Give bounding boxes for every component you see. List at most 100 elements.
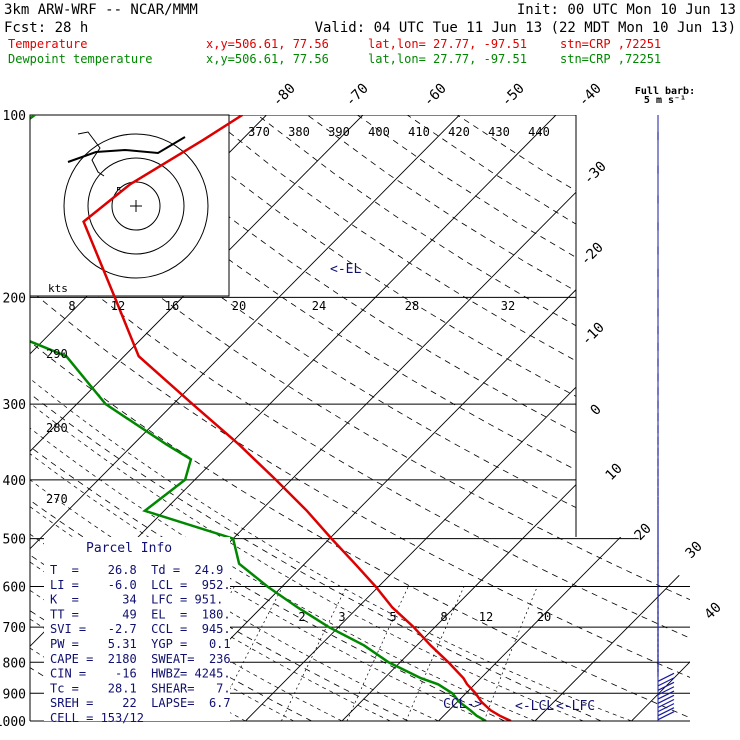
hodo-ring: [63, 133, 209, 279]
wind-barb: [657, 698, 675, 709]
dry-adiabat: [30, 115, 690, 721]
hodo-speed-label: 8: [68, 299, 75, 313]
wind-barbs: [657, 115, 675, 721]
moist-adiabat: [30, 297, 487, 721]
dewpoint-line: [30, 115, 487, 721]
valid-time: Valid: 04 UTC Tue 11 Jun 13 (22 MDT Mon …: [315, 20, 736, 36]
pressure-tick-label: 300: [3, 398, 26, 413]
barb-legend-line1: Full barb:: [635, 86, 695, 97]
isotherm-line: [728, 115, 740, 721]
isotherm-label: -70: [343, 81, 372, 110]
pressure-tick-label: 700: [3, 621, 26, 636]
isotherm-line: [534, 115, 690, 721]
wind-barb: [657, 677, 675, 687]
theta-label: 380: [288, 125, 310, 139]
isotherm-line: [30, 115, 364, 721]
mixing-ratio-label: 3: [338, 610, 345, 624]
hodo-trace: [67, 136, 186, 163]
theta-label: 420: [448, 125, 470, 139]
dry-adiabat: [30, 115, 690, 721]
parcel-info-row: PW = 5.31 YGP = 0.1: [50, 637, 231, 651]
init-time: Init: 00 UTC Mon 10 Jun 13: [517, 2, 736, 18]
moist-adiabat: [30, 297, 536, 721]
el-label: <-EL: [330, 262, 361, 277]
temp-legend-latlon: lat,lon= 27.77, -97.51: [368, 37, 527, 51]
temp-legend-xy: x,y=506.61, 77.56: [206, 37, 329, 51]
moist-adiabat: [30, 297, 584, 721]
pressure-tick-label: 600: [3, 581, 26, 596]
dry-adiabat: [257, 115, 690, 721]
parcel-info-row: K = 34 LFC = 951.: [50, 593, 223, 607]
mixing-ratio-label: 5: [389, 610, 396, 624]
hodo-units-label: kts: [48, 282, 68, 295]
isotherm-label: -20: [578, 240, 607, 269]
moist-adiabat: [30, 297, 632, 721]
wind-barb: [657, 707, 675, 717]
parcel-info-title: Parcel Info: [86, 541, 172, 556]
isotherm-label: -80: [270, 81, 299, 110]
theta-label: 440: [528, 125, 550, 139]
lcl-label: <-LCL: [515, 699, 554, 714]
parcel-info-row: CAPE = 2180 SWEAT= 236: [50, 652, 231, 666]
theta-e-label: 270: [46, 492, 68, 506]
theta-label: 430: [488, 125, 510, 139]
hodo-speed-label: 12: [111, 299, 125, 313]
parcel-panel-bg: [44, 537, 230, 721]
mixing-ratio-label: 8: [440, 610, 447, 624]
dew-legend-latlon: lat,lon= 27.77, -97.51: [368, 52, 527, 66]
parcel-info-row: CIN = -16 HWBZ= 4245.: [50, 667, 231, 681]
wind-barb: [657, 686, 675, 696]
hodo-trace-low: [77, 131, 105, 177]
parcel-info-row: LI = -6.0 LCL = 952.: [50, 578, 231, 592]
parcel-info-row: Tc = 28.1 SHEAR= 7.: [50, 681, 231, 695]
isotherm-label: -40: [576, 81, 605, 110]
sounding-profiles: [30, 115, 512, 721]
dry-adiabat: [30, 115, 602, 721]
isotherm-label: 0: [588, 402, 605, 419]
hodo-ring-label: 5: [116, 186, 122, 197]
wind-barb: [657, 681, 675, 691]
parcel-info-panel: Parcel Info T = 26.8 Td = 24.9LI = -6.0 …: [44, 537, 231, 725]
ccl-label: CCL->: [443, 697, 482, 712]
dry-adiabat: [407, 115, 690, 721]
isotherm-label: 10: [603, 461, 626, 484]
pressure-tick-label: 100: [3, 109, 26, 124]
pressure-tick-label: 1000: [0, 715, 26, 730]
mixing-ratio-line: [405, 586, 465, 721]
wind-barb: [657, 703, 675, 713]
temperature-line: [82, 115, 512, 721]
theta-label: 390: [328, 125, 350, 139]
pressure-tick-label: 800: [3, 656, 26, 671]
pressure-tick-label: 900: [3, 687, 26, 702]
dry-adiabat: [30, 115, 312, 721]
mixing-ratio-line: [281, 586, 347, 721]
barb-legend-line2: 5 m s⁻¹: [644, 95, 686, 106]
isotherm-label: -30: [581, 159, 610, 188]
dew-legend-label: Dewpoint temperature: [8, 52, 153, 66]
isotherm-label: -60: [421, 81, 450, 110]
isotherm-line: [148, 115, 690, 721]
isotherm-label: -50: [499, 81, 528, 110]
wind-barb: [657, 694, 675, 704]
theta-label: 410: [408, 125, 430, 139]
lfc-label: <-LFC: [556, 699, 595, 714]
isotherm-label: 30: [683, 539, 706, 562]
hodo-speed-label: 24: [312, 299, 326, 313]
isotherm-line: [30, 115, 460, 721]
isotherm-line: [438, 115, 690, 721]
wind-barb: [657, 672, 675, 682]
isotherm-line: [245, 115, 690, 721]
parcel-info-row: CELL = 153/12: [50, 711, 144, 725]
dry-adiabat: [30, 115, 690, 721]
hodo-speed-label: 20: [232, 299, 246, 313]
isotherm-label: 40: [702, 600, 725, 623]
hodo-speed-label: 32: [501, 299, 515, 313]
dry-adiabat: [107, 115, 690, 721]
mixing-ratio-label: 2: [298, 610, 305, 624]
parcel-info-row: SREH = 22 LAPSE= 6.7: [50, 696, 231, 710]
isotherm-line: [631, 115, 690, 721]
dew-legend-xy: x,y=506.61, 77.56: [206, 52, 329, 66]
moist-adiabat: [30, 297, 343, 721]
